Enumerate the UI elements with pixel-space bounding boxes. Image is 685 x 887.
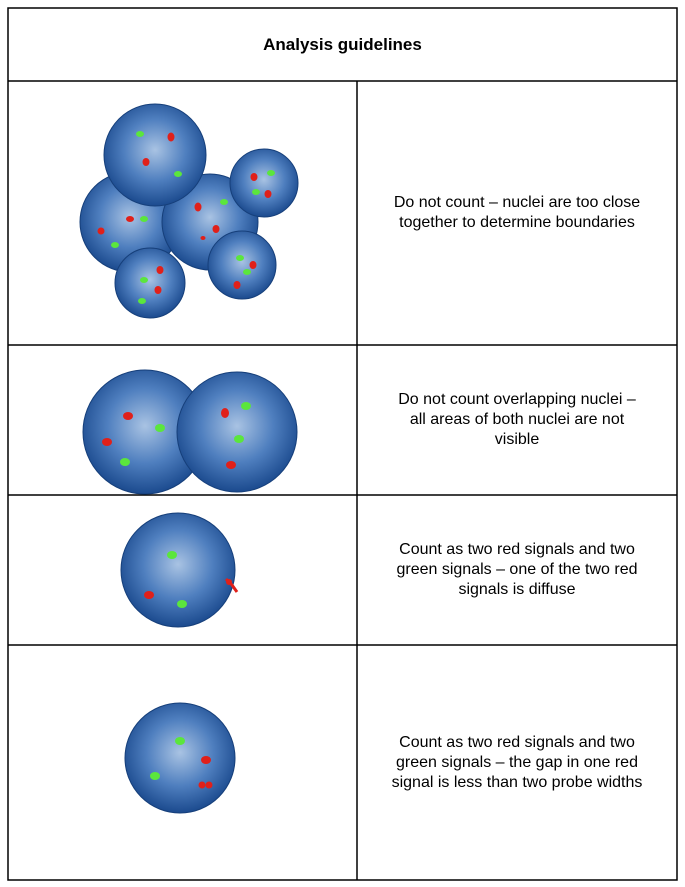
signals-3 (144, 551, 239, 608)
guideline-text: Do not count overlapping nuclei – all ar… (398, 391, 636, 448)
guideline-text: Do not count – nuclei are too close toge… (393, 194, 641, 231)
signals-1 (97, 131, 275, 304)
guideline-text: Count as two red signals and two green s… (396, 541, 638, 598)
table-borders (7, 7, 678, 881)
nuclei-cluster (79, 103, 299, 319)
guideline-text: Count as two red signals and two green s… (391, 733, 643, 791)
signals-2 (102, 402, 251, 469)
nucleus-diffuse (120, 512, 236, 628)
nuclei-overlap (82, 369, 298, 495)
table-title: Analysis guidelines (263, 34, 422, 54)
nucleus-gap (124, 702, 236, 814)
signals-4 (150, 737, 213, 789)
